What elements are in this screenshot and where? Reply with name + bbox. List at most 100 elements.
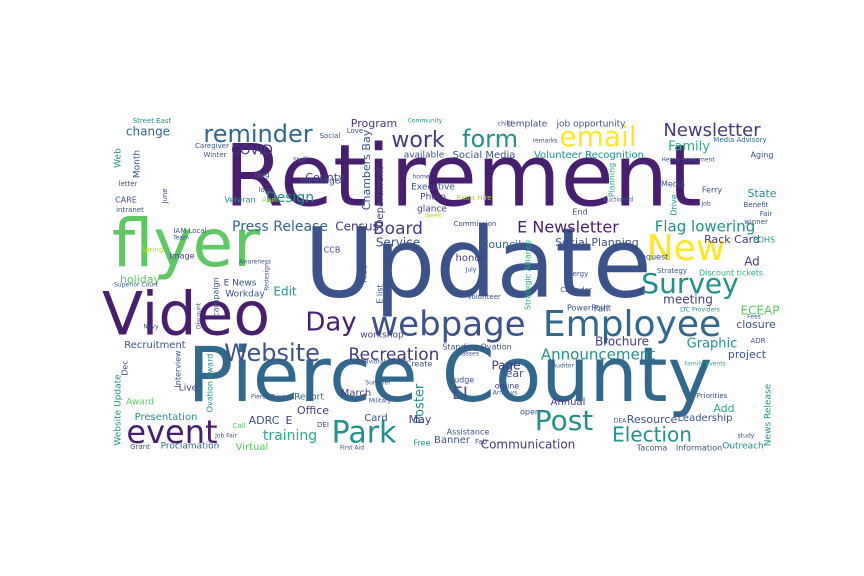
word-fab: Fab xyxy=(475,438,488,446)
word-retirement: Retirement xyxy=(224,126,702,226)
word-interview: Interview xyxy=(174,350,183,388)
word-heavy-equipment: Heavy equipment xyxy=(661,157,715,164)
word-proclamation: Proclamation xyxy=(161,442,220,452)
word-email: email xyxy=(559,120,636,153)
word-information: Information xyxy=(676,444,722,453)
word-classes: classes xyxy=(457,351,479,358)
word-newsletter: Newsletter xyxy=(663,120,761,141)
word-leadership: Leadership xyxy=(678,413,733,424)
word-job-opportunity: job opportunity xyxy=(555,120,626,130)
word-home: home xyxy=(412,174,429,181)
word-team: Team xyxy=(172,235,189,242)
word-edit: Edit xyxy=(273,285,297,299)
word-intranet: intranet xyxy=(116,206,144,214)
word-care: CARE xyxy=(115,196,137,205)
word-caregiver: Caregiver xyxy=(195,142,229,150)
word-e: E xyxy=(286,414,293,427)
word-may: May xyxy=(409,413,432,426)
word-fair: Fair xyxy=(760,210,773,218)
word-flag-lowering: Flag lowering xyxy=(655,218,755,236)
word-letter: letter xyxy=(119,180,138,188)
word-fall: Fall xyxy=(594,305,609,315)
word-event: event xyxy=(126,413,217,451)
word-workday: Workday xyxy=(225,290,265,300)
word-add: Add xyxy=(713,402,734,415)
word-form: form xyxy=(462,125,518,153)
word-pierce-trips: Pierce Trips xyxy=(251,394,285,401)
word-blog: blog xyxy=(254,171,269,179)
word-website-update: Website Update xyxy=(114,374,124,446)
word-commission: Commission xyxy=(454,220,497,228)
word-study: study xyxy=(738,433,755,440)
word-week: Week xyxy=(425,213,442,220)
word-veteran: Veteran xyxy=(224,196,255,205)
word-priorities: Priorities xyxy=(697,392,728,400)
word-media-advisory: Media Advisory xyxy=(713,136,766,144)
word-presentation: Presentation xyxy=(135,412,198,423)
word-virtual: Virtual xyxy=(236,442,269,453)
word-election: Election xyxy=(612,423,692,447)
word-campaign: campaign xyxy=(212,277,221,316)
word-behavioral-health: Behavioral Health xyxy=(353,359,407,366)
word-request: Request xyxy=(636,253,669,262)
word-website: Website xyxy=(224,339,320,367)
word-rack-card: Rack Card xyxy=(704,233,760,246)
word-auctioned: Auctioned xyxy=(603,197,633,204)
word-june: June xyxy=(161,188,169,204)
word-page: Page xyxy=(491,359,520,373)
word-change: change xyxy=(126,125,170,139)
word-annual: Annual xyxy=(551,397,586,408)
word-flyer: flyer xyxy=(112,205,261,282)
word-july: July xyxy=(465,267,477,274)
word-department: Department xyxy=(375,167,386,228)
word-ccb: CCB xyxy=(324,246,341,255)
word-fees: Fees xyxy=(747,314,761,321)
word-closure: closure xyxy=(736,318,776,331)
word-auditor: Auditor xyxy=(552,363,574,370)
word-day: Day xyxy=(305,308,356,338)
word-benefit: Benefit xyxy=(743,201,768,209)
word-april: April xyxy=(262,196,278,204)
word-census: Census xyxy=(335,220,378,234)
word-job-fair: Job Fair xyxy=(214,433,237,440)
word-county: County xyxy=(305,171,345,184)
word-post: Post xyxy=(535,404,594,437)
word-video: Video xyxy=(102,280,270,350)
word-work: work xyxy=(391,128,444,153)
word-media: Media xyxy=(661,180,685,189)
word-iam-local: IAM Local xyxy=(173,227,206,235)
word-energy: Energy xyxy=(564,270,589,278)
word-ride: Ride xyxy=(360,265,369,283)
word-strategic-alliance: Strategic Alliance xyxy=(524,240,533,310)
word-tacoma: Tacoma xyxy=(636,444,668,453)
word-summer: Summer xyxy=(365,380,391,387)
word-extra-hire: Extra Hire xyxy=(457,194,492,202)
word-card: Card xyxy=(364,413,387,424)
word-brochure: Brochure xyxy=(595,335,649,349)
word-update: Update xyxy=(304,207,652,319)
word-call: Call xyxy=(232,422,245,430)
word-pohs: POHS xyxy=(753,236,775,245)
word-dec: Dec xyxy=(121,360,130,375)
word-covid: COVID xyxy=(231,144,273,159)
word-ovation-award: Ovation Award xyxy=(206,354,215,413)
word-survey: Survey xyxy=(641,267,738,300)
word-meeting: meeting xyxy=(663,293,713,307)
word-discount: Discount xyxy=(196,302,203,329)
word-family-events: Family events xyxy=(684,361,725,368)
word-honor: honor xyxy=(455,253,485,264)
word-free: Free xyxy=(414,439,431,448)
word-communication: Communication xyxy=(481,438,576,452)
word-adr: ADR xyxy=(750,337,765,345)
word-message: message xyxy=(300,177,341,187)
word-create: Create xyxy=(406,360,433,369)
word-winner: winner xyxy=(744,218,768,226)
word-banner: Banner xyxy=(434,435,471,446)
word-e-list: E list xyxy=(376,284,385,303)
word-eceap: ECEAP xyxy=(741,304,780,318)
word-family: Family xyxy=(668,140,710,155)
word-love: Love xyxy=(347,127,364,135)
word-council: Council xyxy=(481,238,522,251)
word-pierce-county: Pierce County xyxy=(188,330,713,419)
word-report: Report xyxy=(294,393,324,403)
